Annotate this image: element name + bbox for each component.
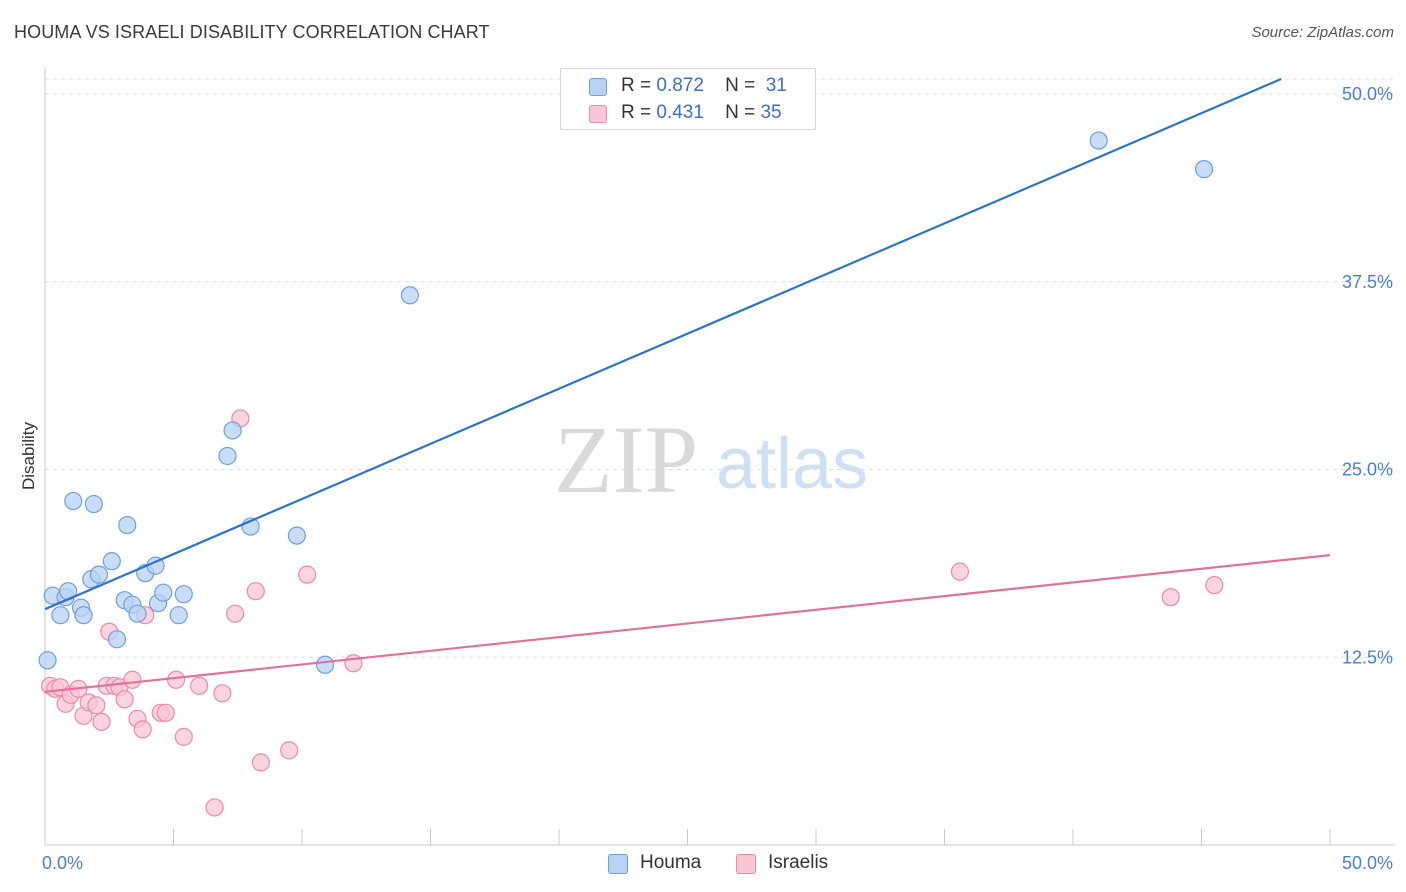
israelis-point-8	[87, 696, 106, 715]
israelis-point-33	[950, 562, 970, 581]
y-tick-labels: 12.5% 25.0% 37.5% 50.0%	[1342, 84, 1393, 667]
houma-swatch	[589, 78, 607, 96]
houma-point-7	[74, 606, 93, 625]
houma-point-27	[316, 655, 335, 674]
israelis-point-34	[1161, 588, 1180, 607]
houma-point-9	[84, 494, 103, 514]
israelis-legend-label: Israelis	[768, 852, 829, 873]
houma-point-22	[174, 585, 193, 604]
israelis-point-30	[280, 741, 299, 760]
houma-point-24	[223, 421, 242, 440]
houma-point-5	[64, 491, 83, 511]
houma-point-0	[38, 651, 57, 670]
israelis-point-14	[115, 690, 134, 709]
y-axis-label: Disability	[19, 421, 38, 490]
x-tick-label-min: 0.0%	[42, 853, 83, 873]
houma-point-16	[128, 604, 147, 623]
houma-point-12	[107, 630, 127, 649]
houma-point-2	[51, 606, 70, 625]
houma-point-20	[154, 583, 173, 602]
watermark-atlas: atlas	[716, 424, 868, 504]
houma-point-11	[102, 552, 121, 571]
israelis-point-29	[251, 753, 270, 772]
houma-legend-label: Houma	[640, 852, 702, 873]
watermark-zip: ZIP	[554, 406, 698, 513]
israelis-swatch	[589, 105, 607, 123]
israelis-point-17	[133, 720, 152, 739]
houma-trend-line	[44, 77, 1282, 611]
x-tick-label-max: 50.0%	[1342, 853, 1393, 873]
houma-n-value: 31	[765, 75, 787, 96]
y-tick-label-1: 25.0%	[1342, 460, 1393, 480]
israelis-point-15	[123, 670, 142, 689]
israelis-n-value: 35	[760, 102, 782, 123]
israelis-trend-line	[44, 554, 1331, 693]
source-credit: Source: ZipAtlas.com	[1251, 24, 1394, 41]
y-tick-label-2: 37.5%	[1342, 272, 1393, 292]
y-tick-label-0: 12.5%	[1342, 647, 1393, 667]
israelis-point-26	[226, 604, 245, 623]
israelis-legend-swatch	[736, 854, 756, 874]
legend-n-label: N =	[725, 102, 756, 123]
israelis-point-35	[1205, 576, 1224, 595]
houma-point-21	[169, 606, 188, 625]
axes	[44, 68, 1395, 846]
stats-legend: R = 0.872 N = 31 R = 0.431 N = 35	[560, 68, 816, 130]
houma-point-30	[1194, 160, 1214, 179]
houma-point-10	[89, 565, 109, 584]
israelis-point-28	[246, 582, 265, 601]
chart-title: HOUMA VS ISRAELI DISABILITY CORRELATION …	[14, 22, 490, 42]
houma-r-value: 0.872	[656, 75, 704, 96]
legend-n-label: N =	[725, 75, 756, 96]
legend-r-label: R =	[621, 75, 652, 96]
houma-point-29	[1089, 131, 1108, 150]
x-ticks	[44, 829, 1331, 845]
israelis-points	[41, 409, 1224, 817]
houma-point-26	[287, 526, 306, 545]
legend-r-label: R =	[621, 102, 652, 123]
israelis-point-23	[190, 676, 209, 695]
houma-point-14	[118, 515, 137, 535]
houma-legend-swatch	[608, 854, 628, 874]
israelis-point-25	[213, 684, 232, 703]
houma-points	[38, 131, 1214, 674]
israelis-point-22	[174, 727, 193, 746]
israelis-point-20	[156, 703, 175, 722]
israelis-point-24	[205, 798, 224, 817]
israelis-point-9	[92, 712, 111, 731]
houma-point-28	[400, 286, 420, 305]
israelis-point-21	[166, 670, 186, 689]
y-tick-label-3: 50.0%	[1342, 84, 1393, 104]
israelis-point-31	[298, 565, 317, 584]
houma-point-23	[218, 446, 237, 466]
israelis-r-value: 0.431	[656, 102, 704, 123]
trend-lines	[44, 77, 1331, 693]
